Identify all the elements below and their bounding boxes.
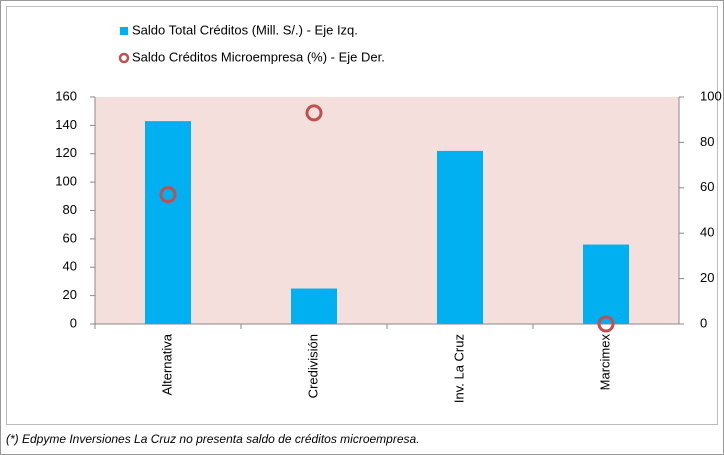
x-tick-label: Credivisión <box>305 334 320 398</box>
bar <box>145 121 191 325</box>
y2-tick-label: 20 <box>700 270 714 285</box>
legend-swatch <box>120 27 128 35</box>
marker <box>597 315 615 333</box>
x-tick-label: Marcimex <box>597 334 612 391</box>
plot-area <box>95 97 679 324</box>
bar <box>583 244 629 324</box>
bar <box>291 288 337 324</box>
marker <box>305 104 323 122</box>
y-tick-label: 100 <box>55 174 77 189</box>
y2-tick-label: 80 <box>700 134 714 149</box>
chart-frame <box>6 6 718 425</box>
y2-tick-label: 100 <box>700 88 722 103</box>
x-tick-label: Inv. La Cruz <box>451 334 466 403</box>
legend-swatch <box>118 52 130 64</box>
y-tick-label: 140 <box>55 117 77 132</box>
x-tick-label: Alternativa <box>159 333 174 395</box>
y2-tick-label: 40 <box>700 225 714 240</box>
legend-label: Saldo Total Créditos (Mill. S/.) - Eje I… <box>132 22 358 37</box>
y2-tick-label: 0 <box>700 315 707 330</box>
y-tick-label: 0 <box>70 315 77 330</box>
y-tick-label: 160 <box>55 88 77 103</box>
y-tick-label: 60 <box>63 230 77 245</box>
footnote: (*) Edpyme Inversiones La Cruz no presen… <box>6 432 420 446</box>
bar <box>437 150 483 324</box>
legend-label: Saldo Créditos Microempresa (%) - Eje De… <box>132 49 385 64</box>
y-tick-label: 40 <box>63 259 77 274</box>
y2-tick-label: 60 <box>700 179 714 194</box>
y-tick-label: 80 <box>63 202 77 217</box>
marker <box>159 186 177 204</box>
y-tick-label: 120 <box>55 145 77 160</box>
y-tick-label: 20 <box>63 287 77 302</box>
